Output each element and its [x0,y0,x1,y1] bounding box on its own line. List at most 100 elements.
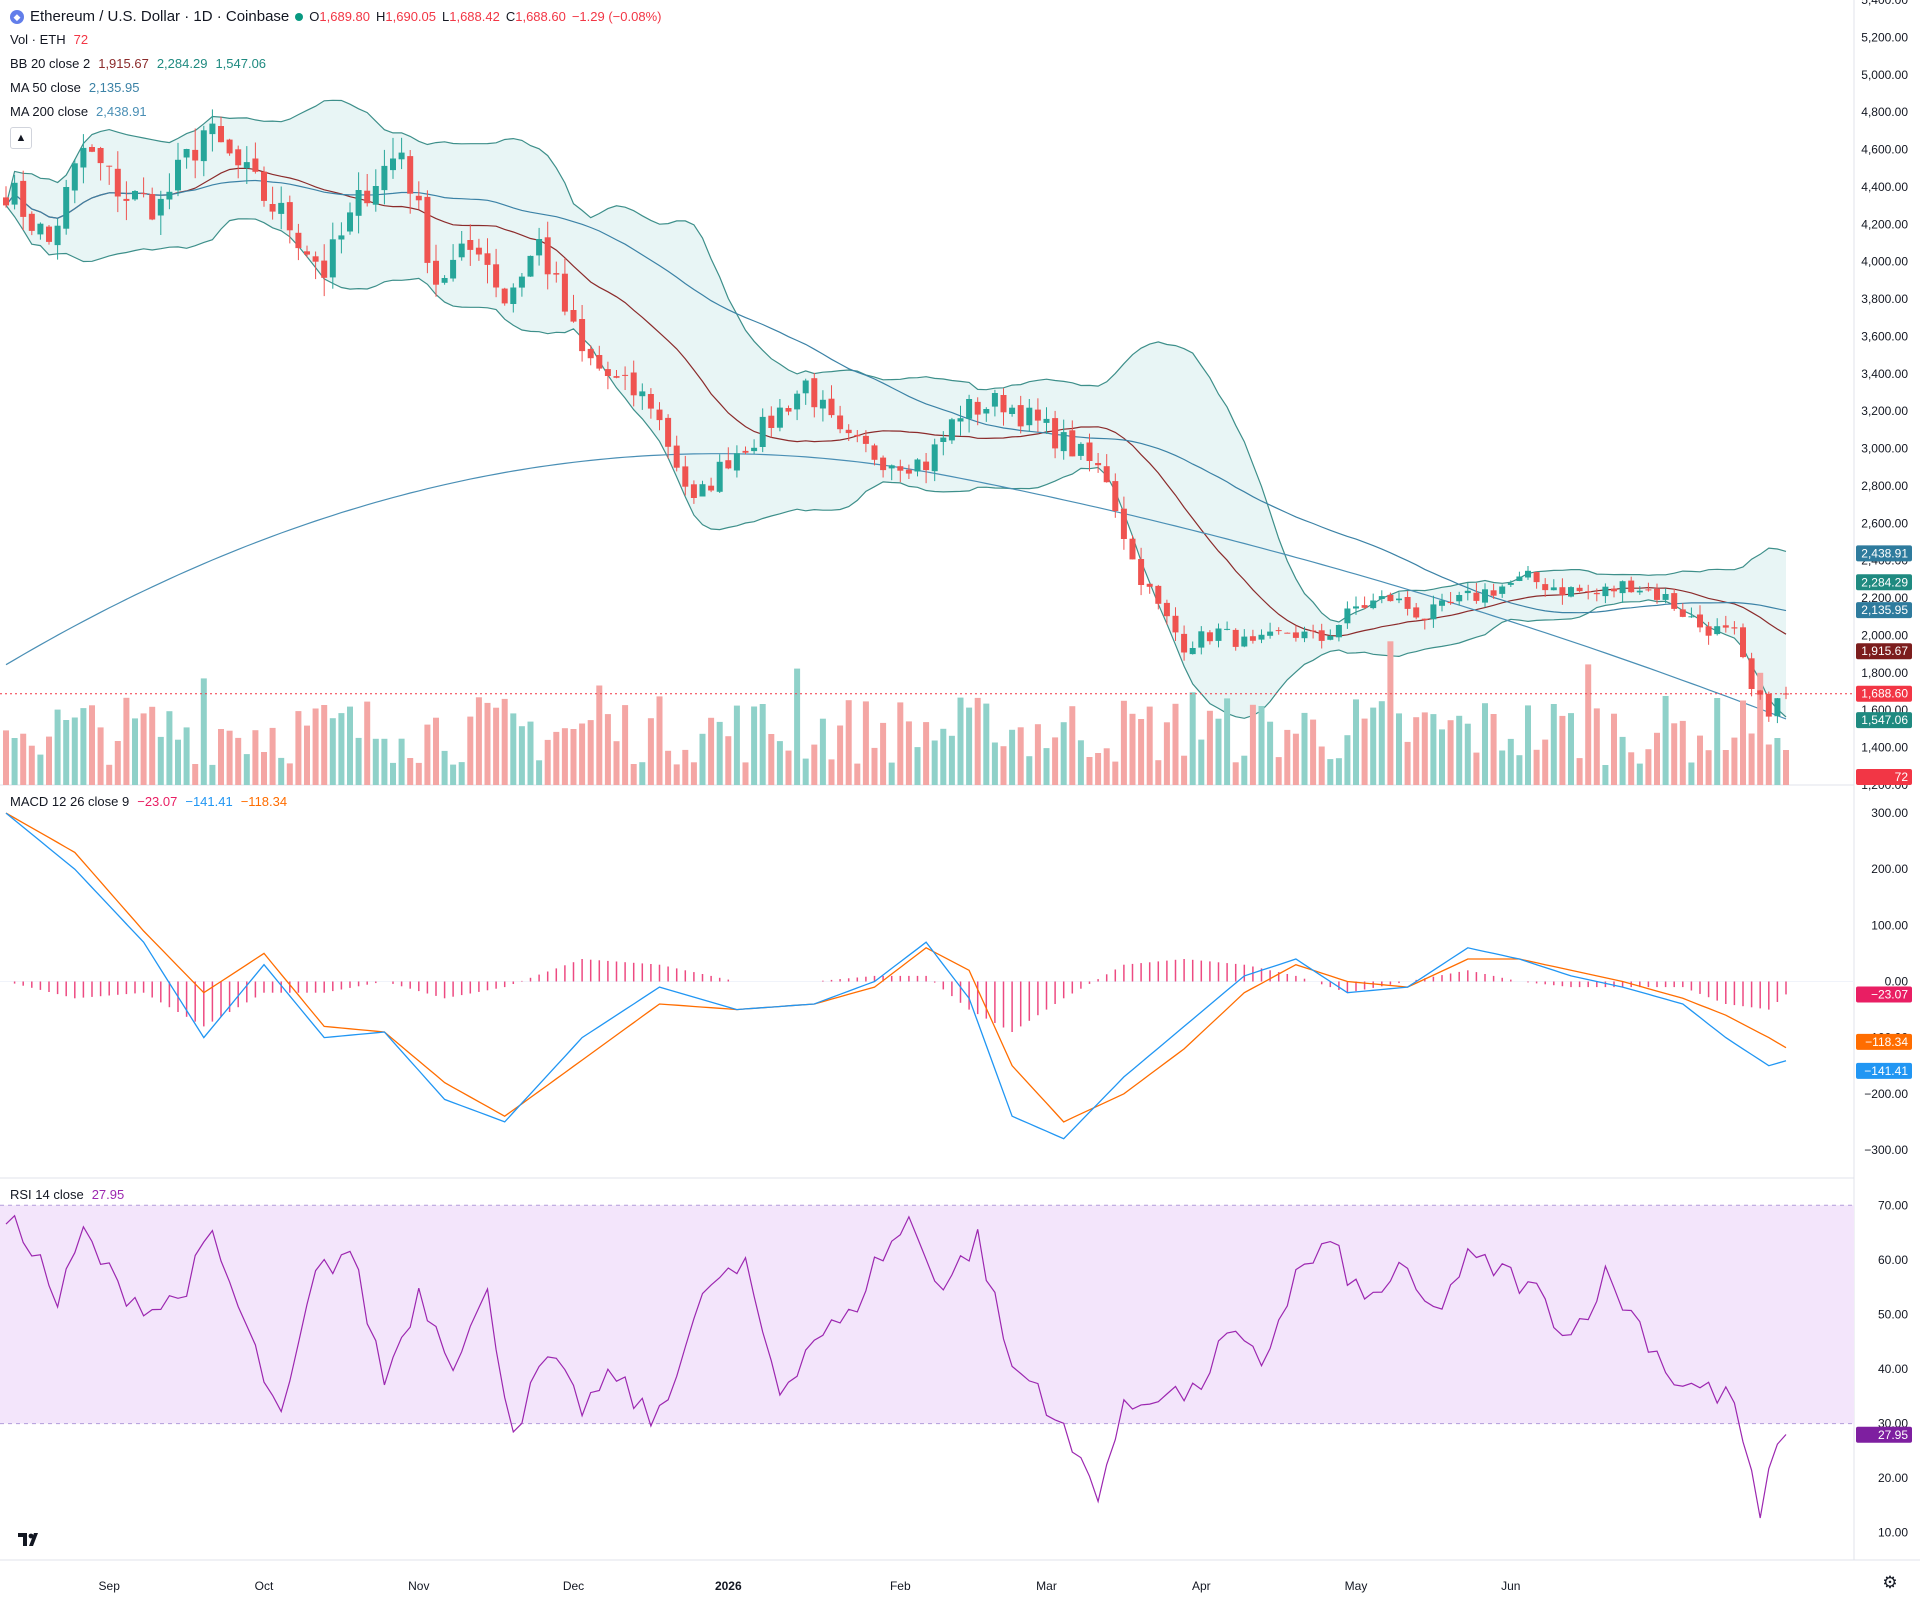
macd-legend[interactable]: MACD 12 26 close 9 −23.07 −141.41 −118.3… [10,794,287,809]
volume-bar [209,764,216,785]
candle-body [1292,632,1299,638]
candle-body [1490,590,1497,596]
candle-body [1361,605,1368,608]
candle-body [1722,625,1729,628]
candle-body [811,378,818,408]
candle-body [1009,407,1016,414]
candle-body [940,437,947,442]
candle-body [1370,600,1377,609]
ohlc-close: C1,688.60 [505,9,566,24]
volume-bar [235,737,242,785]
vol-value: 72 [73,32,89,47]
volume-bar [1043,748,1050,785]
candle-body [226,139,233,154]
volume-bar [1138,719,1145,785]
ma50-legend[interactable]: MA 50 close 2,135.95 [10,80,139,95]
volume-bar [1765,744,1772,785]
volume-bar [1267,721,1274,785]
candle-body [647,394,654,409]
volume-bar [398,738,405,785]
candle-body [338,235,345,240]
symbol-title[interactable]: Ethereum / U.S. Dollar · 1D · Coinbase [30,8,290,25]
price-axis-tick: 3,000.00 [1861,442,1908,456]
volume-bar [596,685,603,785]
candle-body [321,260,328,278]
volume-bar [11,738,18,785]
volume-bar [63,720,70,785]
volume-bar [1069,706,1076,785]
volume-bar [682,749,689,785]
candle-body [501,288,508,304]
candle-body [656,409,663,421]
price-axis-tick: 2,000.00 [1861,629,1908,643]
volume-bar [1499,750,1506,785]
volume-bar [407,758,414,785]
price-axis-tick: 3,400.00 [1861,367,1908,381]
candle-body [20,180,27,217]
candle-body [1439,600,1445,606]
candle-body [897,466,904,471]
volume-bar [759,704,766,785]
volume-bar [1568,713,1574,785]
bb-basis-value: 1,915.67 [98,56,149,71]
macd-axis-tick: 100.00 [1871,918,1908,932]
tradingview-logo-icon[interactable] [16,1530,44,1550]
candle-body [424,196,431,263]
volume-bar [46,736,52,785]
candle-body [1198,631,1205,648]
volume-bar [587,720,594,785]
volume-bar [854,763,861,785]
volume-bar [1353,699,1359,785]
candle-body [966,399,973,419]
candle-body [1559,587,1566,596]
rsi-legend[interactable]: RSI 14 close 27.95 [10,1187,124,1202]
candle-body [71,163,78,191]
volume-bar [37,754,44,785]
volume-bar [1439,729,1445,785]
volume-bar [97,727,104,785]
candle-body [149,194,156,220]
volume-bar [1232,762,1239,785]
volume-bar [1189,692,1196,785]
volume-bar [347,706,353,785]
volume-bar [1464,723,1471,785]
candle-body [776,407,783,428]
candle-body [510,287,517,304]
volume-bar [819,718,826,785]
volume-bar [1396,713,1402,785]
macd-badge: −118.34 [1865,1035,1908,1049]
collapse-legend-button[interactable]: ▲ [10,127,32,149]
candle-body [304,251,310,255]
volume-bar [837,725,844,785]
candle-body [312,256,319,262]
candle-body [1404,597,1411,609]
candle-body [1688,616,1695,618]
candle-body [3,197,9,206]
volume-bar [493,707,500,785]
vol-legend[interactable]: Vol · ETH 72 [10,32,88,47]
volume-bar [630,764,637,785]
candle-body [1095,463,1102,466]
price-axis-tick: 4,200.00 [1861,217,1908,231]
price-axis-tick: 4,000.00 [1861,255,1908,269]
volume-bar [1593,708,1600,785]
price-axis-tick: 3,600.00 [1861,329,1908,343]
time-axis-label: Feb [890,1579,911,1593]
candle-body [1765,693,1772,717]
volume-bar [1009,729,1016,785]
candle-body [166,191,173,200]
volume-bar [80,708,87,785]
volume-bar [948,735,955,785]
bb-legend[interactable]: BB 20 close 2 1,915.67 2,284.29 1,547.06 [10,56,266,71]
candle-body [1267,631,1274,636]
candle-body [837,415,844,430]
gear-icon[interactable]: ⚙ [1882,1573,1898,1592]
volume-bar [1697,735,1703,785]
candle-body [1258,634,1265,640]
volume-bar [1774,738,1781,785]
volume-bar [1671,723,1678,785]
candle-body [1069,430,1076,457]
ma50-value: 2,135.95 [88,80,140,95]
ma200-legend[interactable]: MA 200 close 2,438.91 [10,104,147,119]
